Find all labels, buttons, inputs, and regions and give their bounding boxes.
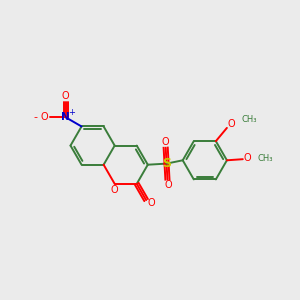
Text: +: +: [68, 108, 75, 117]
Text: O: O: [148, 198, 155, 208]
Text: CH₃: CH₃: [242, 115, 257, 124]
Text: O: O: [244, 153, 251, 163]
Text: O: O: [161, 137, 169, 147]
Text: -: -: [34, 112, 38, 122]
Text: O: O: [228, 119, 236, 129]
Text: O: O: [110, 185, 118, 195]
Text: CH₃: CH₃: [257, 154, 273, 163]
Text: S: S: [162, 157, 171, 169]
Text: O: O: [40, 112, 48, 122]
Text: N: N: [61, 112, 70, 122]
Text: O: O: [164, 180, 172, 190]
Text: O: O: [61, 91, 69, 101]
